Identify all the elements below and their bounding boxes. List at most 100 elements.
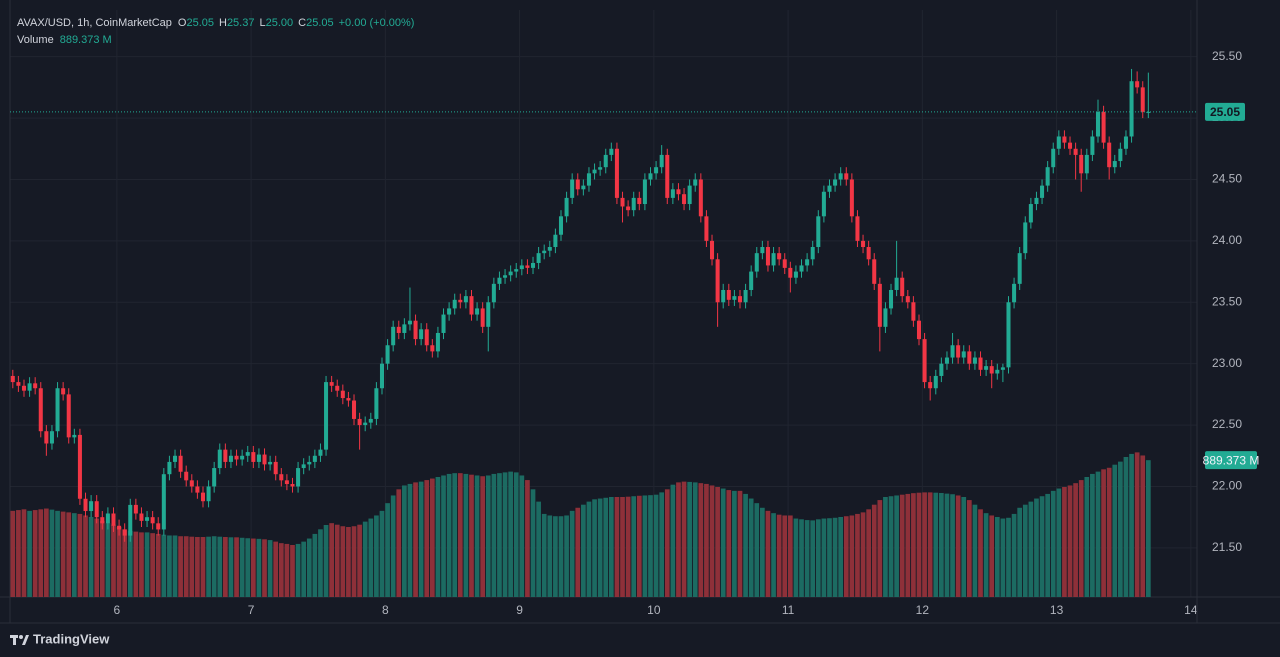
- volume-bar: [525, 480, 530, 597]
- candle-body: [1040, 185, 1045, 198]
- candle-body: [519, 265, 524, 270]
- volume-bar: [743, 493, 748, 597]
- candle-body: [838, 173, 843, 180]
- volume-bar: [161, 534, 167, 597]
- volume-bar: [144, 532, 150, 597]
- volume-bar: [418, 481, 424, 597]
- volume-bar: [698, 483, 704, 597]
- candle-body: [497, 277, 502, 284]
- candle-body: [94, 501, 99, 518]
- candle-body: [525, 265, 530, 268]
- candle-body: [33, 383, 38, 389]
- volume-bar: [1129, 453, 1134, 597]
- volume-bar: [27, 510, 32, 597]
- volume-bar: [211, 536, 217, 597]
- candle-body: [933, 375, 938, 389]
- volume-bar: [334, 524, 340, 597]
- candle-body: [1000, 367, 1005, 370]
- candle-body: [391, 326, 396, 346]
- volume-bar: [748, 498, 754, 597]
- candle-body: [206, 486, 211, 502]
- candle-body: [83, 498, 88, 512]
- volume-bar: [1118, 461, 1123, 597]
- volume-bar: [116, 527, 122, 597]
- candle-body: [676, 189, 681, 195]
- volume-bar: [71, 513, 77, 597]
- volume-bar: [1084, 477, 1090, 597]
- volume-bar: [760, 507, 765, 597]
- volume-bar: [189, 536, 195, 597]
- candle-body: [21, 385, 26, 391]
- candle-body: [1090, 136, 1095, 155]
- x-tick-label: 14: [1184, 603, 1198, 617]
- candle-body: [318, 449, 323, 456]
- candle-body: [16, 382, 21, 386]
- candle-body: [1095, 111, 1101, 137]
- legend-header: AVAX/USD, 1h, CoinMarketCap O25.05 H25.37 L…: [17, 17, 414, 29]
- candle-body: [200, 492, 205, 502]
- volume-bar: [469, 474, 474, 597]
- volume-bar: [1011, 513, 1017, 597]
- candle-body: [894, 277, 899, 290]
- candle-body: [961, 351, 966, 358]
- volume-bar: [950, 494, 955, 597]
- candle-body: [1045, 167, 1050, 186]
- candle-body: [1101, 111, 1106, 143]
- volume-bar: [838, 517, 844, 597]
- candle-body: [262, 454, 267, 465]
- candle-body: [972, 357, 977, 364]
- volume-bar: [234, 537, 239, 597]
- candle-body: [698, 179, 703, 217]
- volume-bar: [692, 482, 698, 597]
- candle-body: [335, 385, 340, 391]
- candle-body: [928, 382, 933, 389]
- candle-body: [105, 513, 110, 524]
- candle-body: [133, 504, 138, 514]
- volume-bar: [821, 518, 827, 597]
- candle-body: [290, 484, 295, 487]
- volume-bar: [888, 496, 894, 597]
- volume-bar: [77, 513, 83, 597]
- ohlc-key: L: [259, 17, 265, 29]
- volume-bar: [782, 515, 788, 597]
- volume-bar: [441, 475, 446, 597]
- volume-bar: [435, 477, 441, 597]
- volume-bar: [1134, 452, 1140, 597]
- volume-bar: [206, 536, 211, 597]
- volume-bar: [239, 537, 245, 597]
- price-badge: [1205, 102, 1245, 121]
- volume-bar: [720, 488, 726, 597]
- volume-bar: [368, 518, 374, 597]
- candle-body: [900, 277, 905, 297]
- price-badge-label: 25.05: [1210, 105, 1240, 119]
- volume-bar: [564, 515, 569, 597]
- volume-bar: [1067, 485, 1073, 597]
- volume-bar: [642, 495, 648, 597]
- candle-body: [782, 259, 787, 268]
- candle-body: [284, 480, 289, 485]
- candle-body: [995, 369, 1000, 374]
- candle-body: [810, 247, 815, 260]
- volume-bar: [183, 536, 189, 597]
- volume-bar: [513, 472, 519, 597]
- candle-body: [357, 418, 362, 426]
- candle-body: [793, 271, 798, 278]
- candle-body: [1112, 161, 1117, 168]
- candle-body: [486, 302, 491, 327]
- candle-body: [849, 179, 854, 217]
- volume-bar: [497, 473, 502, 597]
- volume-bar: [262, 539, 267, 597]
- volume-bar: [44, 508, 49, 597]
- candle-body: [352, 400, 357, 419]
- volume-bar: [10, 510, 16, 597]
- candle-body: [1068, 142, 1073, 149]
- candle-body: [889, 289, 894, 309]
- volume-bar: [1145, 460, 1151, 597]
- volume-bar: [94, 518, 100, 597]
- volume-bar: [111, 524, 116, 597]
- volume-bar: [983, 513, 989, 597]
- volume-bar: [407, 483, 413, 597]
- candle-body: [156, 523, 161, 530]
- x-tick-label: 10: [647, 603, 661, 617]
- volume-bar: [799, 519, 804, 597]
